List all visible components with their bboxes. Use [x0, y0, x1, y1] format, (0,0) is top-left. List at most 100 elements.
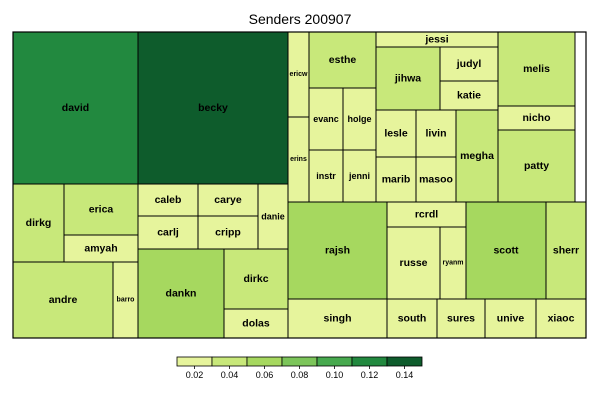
cell-label: russe — [399, 257, 427, 269]
cell-dirkc — [223, 248, 289, 310]
legend-swatch — [281, 356, 318, 367]
legend-tick-label: 0.10 — [326, 370, 344, 380]
treemap-cell: dirkc — [223, 248, 289, 310]
cell-marib — [375, 156, 417, 203]
cell-label: erica — [89, 204, 114, 216]
cell-label: rcrdl — [415, 209, 438, 221]
cell-caleb — [137, 183, 199, 217]
cell-rcrdl — [386, 201, 467, 228]
cell-patty — [497, 129, 576, 203]
legend-swatch — [386, 356, 423, 367]
cell-label: carlj — [157, 227, 179, 239]
treemap-cell: lesle — [375, 109, 417, 158]
chart-title: Senders 200907 — [249, 11, 352, 27]
cell-label: unive — [497, 313, 525, 325]
cell-label: cripp — [215, 227, 241, 239]
legend-swatch — [211, 356, 248, 367]
treemap-cell: danie — [257, 183, 289, 250]
treemap-cell: south — [386, 298, 438, 339]
cell-singh — [287, 298, 388, 339]
legend-swatch — [316, 356, 353, 367]
treemap-cell: rcrdl — [386, 201, 467, 228]
treemap-cell: marib — [375, 156, 417, 203]
legend-tick-label: 0.02 — [186, 370, 204, 380]
treemap-cell: ericw — [287, 31, 310, 118]
cell-label: livin — [425, 128, 446, 140]
treemap-cell: jihwa — [375, 46, 441, 111]
treemap-cell: singh — [287, 298, 388, 339]
cell-label: jihwa — [394, 73, 421, 85]
treemap-cell: erins — [287, 116, 310, 203]
treemap-cell: jenni — [342, 149, 377, 203]
treemap-cell: scott — [465, 201, 547, 300]
legend-tick-label: 0.06 — [256, 370, 274, 380]
treemap-cell: jessi — [375, 31, 499, 48]
cell-evanc — [308, 87, 344, 151]
cell-danie — [257, 183, 289, 250]
cell-scott — [465, 201, 547, 300]
cell-judyl — [439, 46, 499, 82]
treemap-cell: barro — [112, 261, 139, 339]
treemap-cell: melis — [497, 31, 576, 107]
cell-label: lesle — [384, 128, 408, 140]
cell-label: rajsh — [325, 245, 350, 257]
cell-label: jenni — [348, 171, 370, 181]
cell-label: david — [62, 102, 89, 114]
treemap-cell: dankn — [137, 248, 225, 339]
cell-label: ryanm — [442, 260, 463, 267]
cell-masoo — [415, 156, 457, 203]
treemap-cell: dolas — [223, 308, 289, 339]
treemap-cell: instr — [308, 149, 344, 203]
legend-tick-label: 0.04 — [221, 370, 239, 380]
cell-label: ericw — [290, 71, 308, 78]
treemap-cell: becky — [137, 31, 289, 185]
cell-label: danie — [261, 212, 285, 222]
cell-label: dolas — [242, 318, 270, 330]
cell-label: xiaoc — [548, 313, 575, 325]
cell-label: scott — [493, 245, 519, 257]
treemap-cell: nicho — [497, 105, 576, 131]
cell-label: marib — [382, 174, 411, 186]
treemap-cell: patty — [497, 129, 576, 203]
cell-dirkg — [12, 183, 65, 263]
legend-swatch — [246, 356, 283, 367]
treemap-cell: sures — [436, 298, 486, 339]
cell-label: evanc — [313, 114, 339, 124]
cell-label: katie — [457, 90, 481, 102]
treemap-cell: carye — [197, 183, 259, 217]
treemap-cell: esthe — [308, 31, 377, 89]
treemap-cell: xiaoc — [535, 298, 587, 339]
cell-label: melis — [523, 63, 550, 75]
treemap-cell: carlj — [137, 215, 199, 250]
treemap-cell: sherr — [545, 201, 587, 300]
cell-label: masoo — [419, 174, 453, 186]
cell-russe — [386, 226, 441, 300]
treemap-cell: evanc — [308, 87, 344, 151]
treemap-cell: masoo — [415, 156, 457, 203]
treemap-cell: judyl — [439, 46, 499, 82]
treemap-cells: david becky dirkg erica amyah andre barro caleb… — [12, 31, 587, 339]
treemap-cell: cripp — [197, 215, 259, 250]
cell-label: sures — [447, 313, 475, 325]
legend-tick-label: 0.12 — [361, 370, 379, 380]
treemap-cell: dirkg — [12, 183, 65, 263]
treemap-cell: russe — [386, 226, 441, 300]
cell-label: patty — [524, 160, 549, 172]
cell-holge — [342, 87, 377, 151]
treemap-cell: andre — [12, 261, 114, 339]
cell-label: carye — [214, 194, 242, 206]
cell-label: nicho — [523, 112, 551, 124]
cell-label: jessi — [424, 34, 448, 46]
cell-nicho — [497, 105, 576, 131]
legend-tick-label: 0.14 — [396, 370, 414, 380]
cell-andre — [12, 261, 114, 339]
treemap-border — [12, 31, 587, 339]
treemap-cell: unive — [484, 298, 537, 339]
cell-becky — [137, 31, 289, 185]
cell-label: amyah — [84, 243, 117, 255]
cell-label: judyl — [456, 58, 482, 70]
cell-livin — [415, 109, 457, 158]
cell-label: dirkg — [26, 217, 52, 229]
cell-label: sherr — [553, 245, 579, 257]
